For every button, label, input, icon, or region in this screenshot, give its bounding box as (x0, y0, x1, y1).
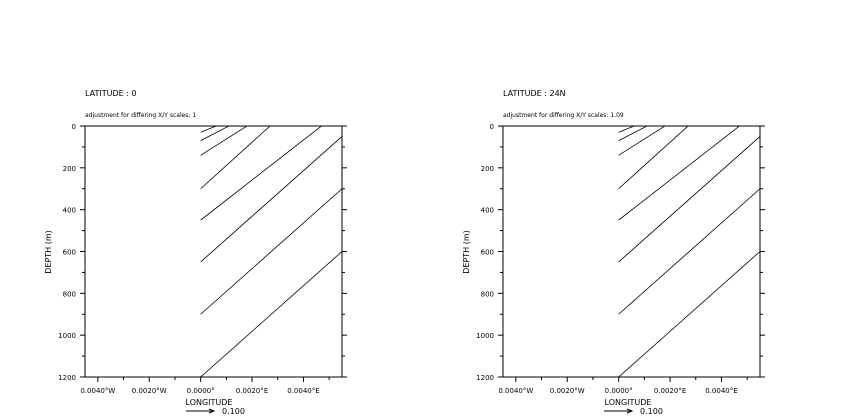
x-tick-label: 0.0000° (605, 387, 633, 395)
y-tick-label: 1200 (476, 374, 494, 382)
series-line (618, 126, 635, 133)
x-tick-label: 0.0020°E (236, 387, 268, 395)
series-line (618, 126, 689, 190)
chart-title: LATITUDE : 24N (503, 89, 566, 98)
x-tick-labels: 0.0040°W 0.0020°W 0.0000° 0.0020°E 0.004… (80, 387, 319, 395)
y-tick-labels: 0 200 400 600 800 1000 1200 (58, 123, 76, 382)
x-tick-label: 0.0040°E (287, 387, 319, 395)
series-line (200, 126, 322, 221)
y-tick-label: 0 (72, 123, 76, 131)
x-tick-labels: 0.0040°W 0.0020°W 0.0000° 0.0020°E 0.004… (498, 387, 737, 395)
reference-vector-label: 0.100 (222, 407, 245, 416)
y-tick-label: 400 (481, 207, 494, 215)
y-tick-label: 400 (63, 207, 76, 215)
arrowhead-icon (208, 408, 216, 414)
series-line (618, 126, 740, 221)
x-axis-label: LONGITUDE (605, 398, 652, 407)
series-line (618, 136, 760, 263)
y-axis-label: DEPTH (m) (462, 230, 471, 274)
x-tick-label: 0.0020°E (654, 387, 686, 395)
x-tick-label: 0.0020°W (132, 387, 167, 395)
series-line (618, 251, 760, 377)
x-tick-label: 0.0020°W (550, 387, 585, 395)
series-line (200, 188, 342, 315)
series-line (200, 136, 342, 263)
y-tick-label: 1000 (476, 332, 494, 340)
chart-subtitle: adjustment for differing X/Y scales: 1.0… (503, 112, 624, 119)
y-tick-labels: 0 200 400 600 800 1000 1200 (476, 123, 494, 382)
reference-vector-label: 0.100 (640, 407, 663, 416)
series-line (200, 126, 217, 133)
y-tick-label: 200 (481, 165, 494, 173)
x-tick-label: 0.0040°W (498, 387, 533, 395)
series-line (618, 188, 760, 315)
series-line (200, 126, 230, 141)
series-line (618, 126, 648, 141)
y-tick-label: 1000 (58, 332, 76, 340)
x-tick-label: 0.0040°E (705, 387, 737, 395)
series-line (200, 251, 342, 377)
x-tick-label: 0.0000° (187, 387, 215, 395)
y-tick-label: 1200 (58, 374, 76, 382)
series-line (200, 126, 271, 190)
chart-panel-1: LATITUDE : 0 adjustment for differing X/… (44, 89, 347, 416)
chart-panel-2: LATITUDE : 24N adjustment for differing … (462, 89, 765, 416)
y-tick-label: 0 (490, 123, 494, 131)
x-axis-label: LONGITUDE (186, 398, 233, 407)
y-axis-label: DEPTH (m) (44, 230, 53, 274)
y-tick-label: 200 (63, 165, 76, 173)
y-tick-label: 800 (481, 290, 494, 298)
y-tick-label: 600 (63, 249, 76, 257)
chart-subtitle: adjustment for differing X/Y scales: 1 (85, 112, 196, 119)
y-tick-label: 800 (63, 290, 76, 298)
x-tick-label: 0.0040°W (80, 387, 115, 395)
y-tick-label: 600 (481, 249, 494, 257)
series-line (618, 126, 666, 156)
chart-title: LATITUDE : 0 (85, 89, 137, 98)
series-line (200, 126, 248, 156)
arrowhead-icon (626, 408, 634, 414)
